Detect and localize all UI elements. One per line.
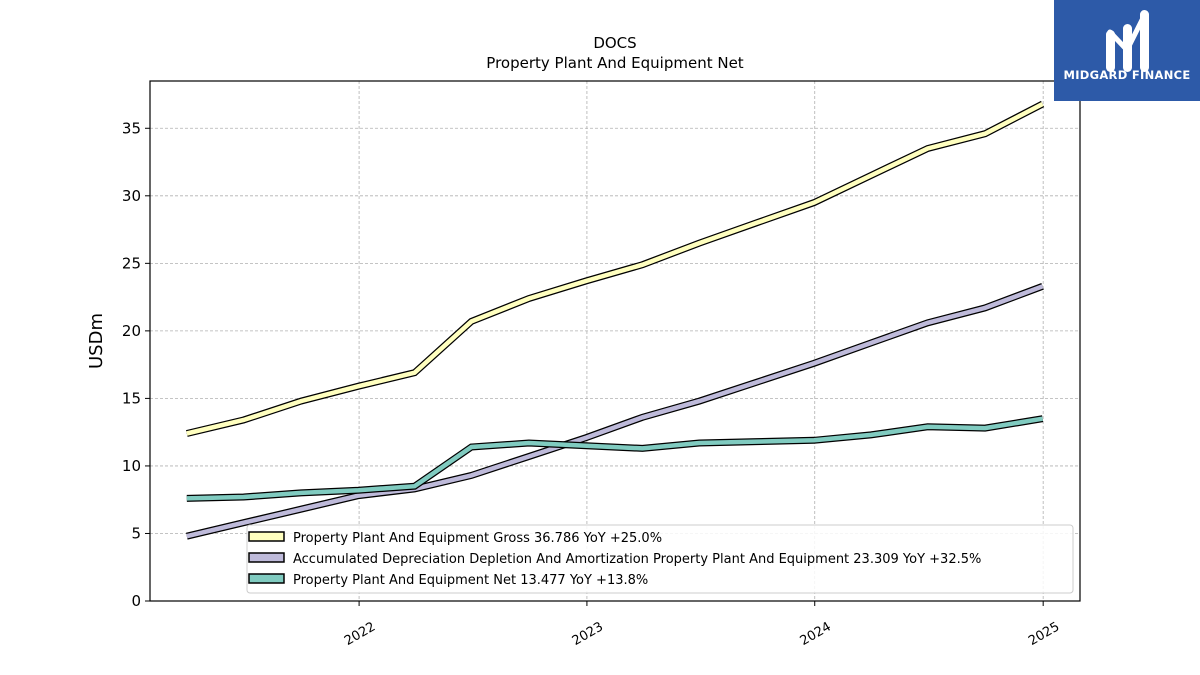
series-outline-1 [185,283,1044,540]
y-axis-label: USDm [86,313,107,369]
x-tick-label: 2025 [1026,619,1062,649]
y-tick-label: 0 [131,592,141,610]
y-tick-label: 5 [131,524,141,542]
y-tick-label: 30 [122,187,141,205]
brand-name: MIDGARD FINANCE [1063,68,1191,82]
series-line-0 [186,102,1044,436]
chart-subtitle: Property Plant And Equipment Net [486,54,743,72]
legend-label-0: Property Plant And Equipment Gross 36.78… [293,531,662,546]
y-tick-label: 10 [122,457,141,475]
midgard-logo-icon [1106,10,1149,72]
y-tick-label: 15 [122,389,141,407]
legend-swatch-1 [248,552,285,563]
y-axis: 0 5 10 15 20 25 30 35 [122,119,150,610]
legend-label-1: Accumulated Depreciation Depletion And A… [293,552,981,567]
series-line-2 [186,416,1043,501]
x-tick-label: 2024 [798,619,834,649]
legend-box [246,524,1074,594]
legend-swatch-0 [248,531,285,542]
legend: Property Plant And Equipment Gross 36.78… [246,524,1074,594]
y-tick-label: 20 [122,322,141,340]
y-tick-label: 25 [122,254,141,272]
series-layer [185,100,1045,540]
plot-frame [149,80,1081,602]
x-axis: 2022 2023 2024 2025 [342,601,1062,649]
legend-swatch-2 [248,573,285,584]
brand-logo: MIDGARD FINANCE [1054,0,1200,101]
x-tick-label: 2022 [342,619,378,649]
x-tick-label: 2023 [570,619,606,649]
grid-lines [150,81,1080,601]
legend-label-2: Property Plant And Equipment Net 13.477 … [293,573,648,588]
y-tick-label: 35 [122,119,141,137]
chart-title: DOCS [593,34,636,52]
series-line-1 [186,284,1044,539]
